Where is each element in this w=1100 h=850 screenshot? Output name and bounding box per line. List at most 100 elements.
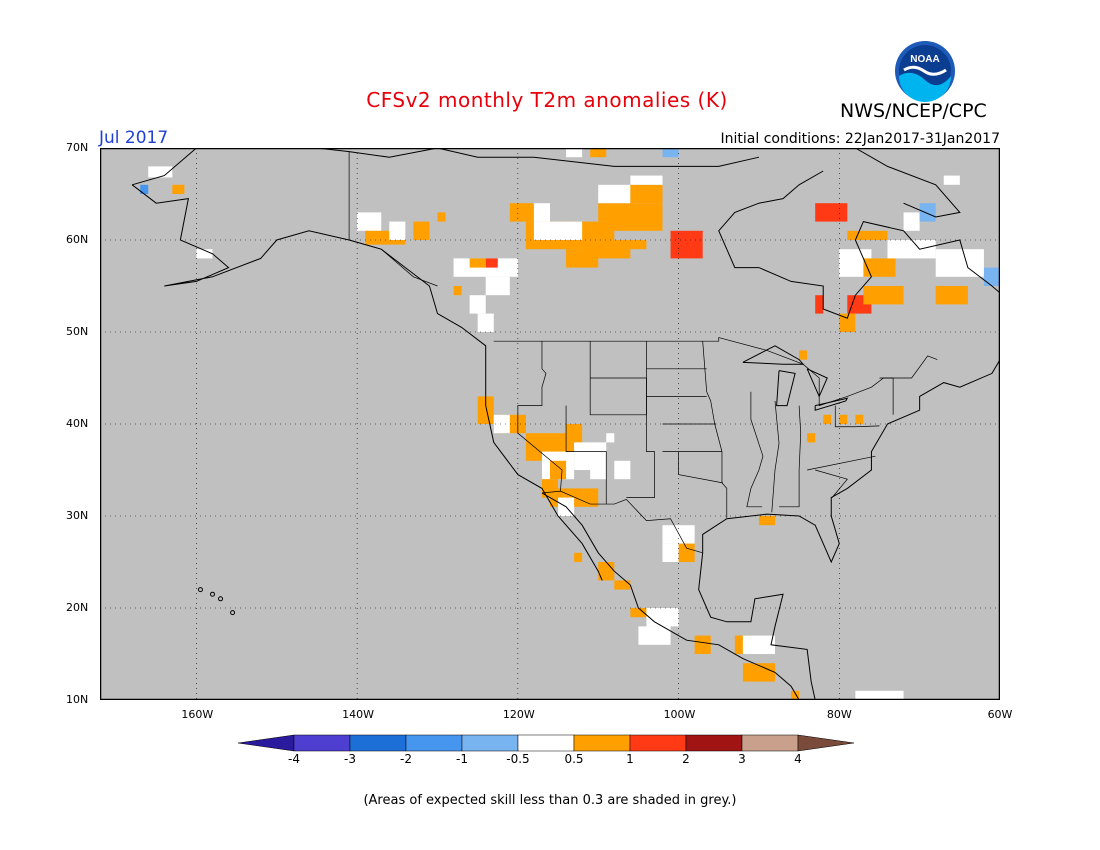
anomaly-cell-orange [477,396,494,424]
anomaly-cell-orange [791,690,800,700]
anomaly-cell-white [469,295,486,314]
anomaly-cell-white [758,644,775,654]
anomaly-cell-orange [807,433,816,443]
anomaly-cell-orange [566,249,599,268]
anomaly-cell-red [815,295,824,314]
coastline [131,184,603,581]
anomaly-cell-orange [823,414,832,424]
colorbar-arrow-left [238,734,295,752]
lon-label: 160W [181,708,214,721]
colorbar-segment [573,734,631,752]
lon-label: 140W [342,708,375,721]
political-border [807,455,876,471]
anomaly-cell-blue [140,184,149,194]
colorbar-tick-label: -1 [456,752,468,766]
lon-label: 100W [663,708,696,721]
anomaly-cell-white [614,460,631,480]
lat-label: 70N [66,141,89,154]
anomaly-cell-white [646,608,679,627]
anomaly-cell-lightblue [983,267,1000,286]
anomaly-cell-orange [935,286,968,305]
anomaly-cell-white [662,525,695,544]
anomaly-cell-white [638,626,671,645]
lon-label: 120W [502,708,535,721]
anomaly-cell-orange [799,350,808,360]
anomaly-cell-white [590,460,607,480]
anomaly-cell-white [598,184,631,204]
colorbar-tick-label: 2 [682,752,690,766]
state-borders [348,151,938,554]
colorbar [238,734,855,752]
anomaly-cell-orange [469,258,486,268]
anomaly-cell-orange [839,414,848,424]
colorbar-segment [517,734,575,752]
anomaly-cell-lightblue [662,148,679,158]
anomaly-cell-orange [742,663,775,682]
political-border [702,341,728,518]
coastline [702,359,1000,564]
anomaly-cell-white [533,221,583,240]
colorbar-tick-label: -0.5 [506,752,530,766]
anomaly-cell-orange [550,460,567,480]
political-border [746,391,764,508]
lat-label: 10N [66,693,89,706]
colorbar-segment [349,734,407,752]
lon-label: 80W [826,708,852,721]
anomaly-cell-orange [863,258,896,277]
colorbar-segment [685,734,743,752]
anomaly-cell-orange [453,286,462,296]
anomaly-cell-orange [678,543,695,562]
colorbar-arrow-right [797,734,855,752]
colorbar-segment [293,734,351,752]
coastline [726,221,1000,319]
lake-outline [806,368,828,398]
island-outline [210,591,215,597]
lat-label: 30N [66,509,89,522]
coastline [541,492,800,700]
anomaly-cell-white [887,240,936,259]
initial-conditions: Initial conditions: 22Jan2017-31Jan2017 [720,131,1000,147]
colorbar-tick-label: -3 [344,752,356,766]
lake-outline [814,397,849,411]
anomaly-cell-orange [566,424,583,443]
anomaly-cell-white [485,276,510,296]
anomaly-cell-white [943,175,960,185]
coastline [698,552,816,700]
political-border [834,405,880,428]
anomaly-cell-white [935,249,984,277]
anomaly-cell-orange [437,212,446,222]
island-outline [230,610,236,616]
anomaly-cell-white [196,249,213,259]
coastline [855,148,961,218]
anomaly-map [100,148,1000,700]
anomaly-cell-orange [614,240,647,250]
anomaly-cell-orange [863,286,904,305]
anomaly-cell-red [670,230,703,259]
anomaly-cell-white [606,433,615,443]
lake-outline [776,370,796,407]
map-gridlines [100,148,1000,700]
colorbar-tick-label: -2 [400,752,412,766]
anomaly-cell-white [566,148,583,158]
anomaly-cell-orange [630,608,647,618]
anomaly-cell-orange [509,203,534,222]
anomaly-cell-white [533,203,550,222]
political-border [541,490,703,554]
political-border [517,341,563,492]
anomaly-cell-orange [839,313,856,332]
lat-label: 60N [66,233,89,246]
colorbar-segment [741,734,799,752]
anomaly-cell-orange [855,414,864,424]
agency-label: NWS/NCEP/CPC [840,100,987,122]
political-border [493,337,938,407]
anomaly-cells [140,148,1000,700]
noaa-logo: NOAA [895,41,955,102]
anomaly-cell-orange [694,635,711,654]
anomaly-cell-orange [172,184,185,194]
anomaly-cell-white [477,313,494,332]
anomaly-cell-white [855,690,904,700]
anomaly-cell-orange [598,203,663,231]
coastline [132,148,760,186]
anomaly-cell-white [357,212,382,231]
anomaly-cell-red [485,258,498,268]
